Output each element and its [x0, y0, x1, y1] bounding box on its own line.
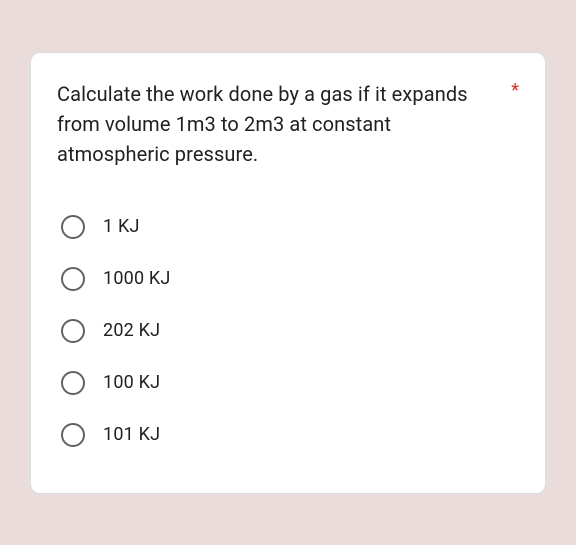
radio-icon[interactable] [61, 319, 85, 343]
option-row[interactable]: 1 KJ [57, 201, 519, 253]
radio-icon[interactable] [61, 215, 85, 239]
option-label: 100 KJ [103, 372, 160, 393]
option-row[interactable]: 101 KJ [57, 409, 519, 461]
option-label: 202 KJ [103, 320, 160, 341]
question-card: Calculate the work done by a gas if it e… [30, 52, 546, 494]
radio-icon[interactable] [61, 371, 85, 395]
radio-icon[interactable] [61, 267, 85, 291]
option-label: 1000 KJ [103, 268, 171, 289]
option-label: 1 KJ [103, 216, 140, 237]
option-label: 101 KJ [103, 424, 160, 445]
required-marker: * [511, 79, 519, 103]
radio-icon[interactable] [61, 423, 85, 447]
question-text: Calculate the work done by a gas if it e… [57, 79, 503, 169]
option-row[interactable]: 1000 KJ [57, 253, 519, 305]
option-row[interactable]: 202 KJ [57, 305, 519, 357]
question-row: Calculate the work done by a gas if it e… [57, 79, 519, 169]
options-group: 1 KJ 1000 KJ 202 KJ 100 KJ 101 KJ [57, 201, 519, 461]
option-row[interactable]: 100 KJ [57, 357, 519, 409]
